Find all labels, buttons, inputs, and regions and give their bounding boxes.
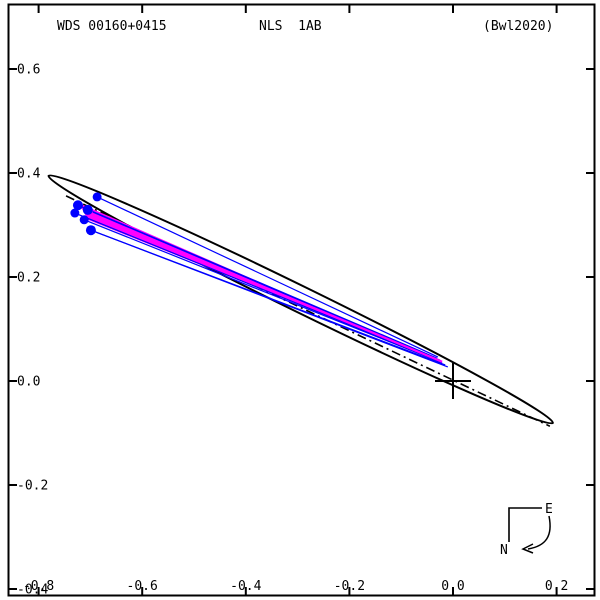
compass-arrow-head [521,543,534,554]
compass-north-label: N [500,543,508,558]
compass-bracket [508,507,542,542]
compass-arrow-arc [527,515,551,550]
x-tick-label: -0.6 [127,579,158,594]
observation-point [85,225,96,236]
x-tick-label: 0.0 [441,579,464,594]
y-tick-label: 0.2 [17,271,40,286]
residual-line [90,229,449,368]
residual-line [96,196,439,358]
observation-point [79,215,89,225]
y-tick-label: 0.0 [17,375,40,390]
x-tick-label: 0.2 [545,579,568,594]
recent-motion-line [95,215,443,363]
x-tick-label: -0.4 [230,579,261,594]
y-tick-label: 0.4 [17,167,41,182]
y-tick-label: 0.6 [17,63,40,78]
wds-identifier: WDS 00160+0415 [57,19,167,34]
observation-point [82,204,93,215]
observation-point [72,200,83,211]
y-tick-label: -0.4 [17,583,48,598]
component-designation: NLS 1AB [259,19,322,34]
orbit-reference: (Bwl2020) [483,19,554,34]
compass-east-label: E [545,502,553,517]
orbit-ellipse [47,174,554,425]
residual-line [74,212,440,362]
x-tick-label: -0.8 [23,579,54,594]
x-tick-label: -0.2 [334,579,365,594]
y-tick-label: -0.2 [17,479,48,494]
observation-point [70,208,80,218]
residual-line [83,219,443,364]
observation-point [92,192,102,202]
plot-border [7,3,596,597]
